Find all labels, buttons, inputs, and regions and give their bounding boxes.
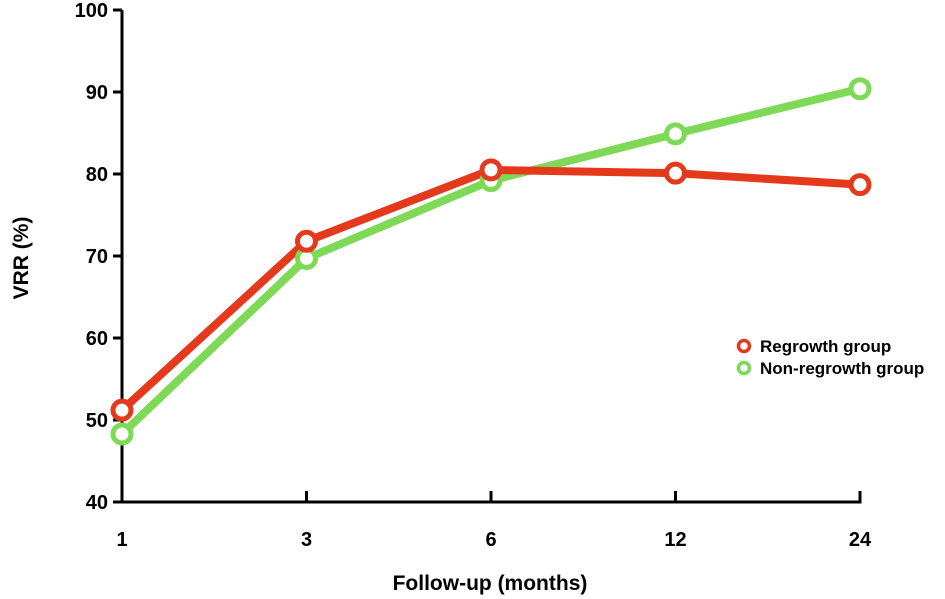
y-tick-label: 70 (86, 246, 108, 268)
axes: 40 50 60 70 80 90 100 1 3 6 12 24 (75, 0, 872, 551)
y-tick-label: 90 (86, 82, 108, 104)
y-tick-label: 40 (86, 492, 108, 514)
data-point-marker (110, 422, 134, 446)
legend-label: Regrowth group (760, 337, 891, 356)
x-tick-label: 1 (116, 529, 127, 551)
data-point-marker (664, 122, 687, 146)
data-point-marker (848, 173, 872, 197)
x-tick-label: 12 (664, 529, 686, 551)
y-tick-label: 60 (86, 328, 108, 350)
data-point-marker (479, 158, 503, 182)
legend-marker (736, 338, 752, 354)
x-tick-label: 24 (849, 529, 872, 551)
x-tick-label: 3 (301, 529, 312, 551)
series-line (118, 84, 864, 438)
legend-marker (736, 360, 752, 376)
data-point-marker (848, 77, 872, 101)
y-tick-label: 100 (75, 0, 108, 22)
series-layer (110, 77, 872, 446)
legend: Regrowth group Non-regrowth group (736, 337, 924, 378)
y-tick-label: 50 (86, 410, 108, 432)
data-point-marker (110, 398, 134, 422)
y-axis-title: VRR (%) (10, 217, 33, 300)
series-line (118, 165, 864, 415)
legend-label: Non-regrowth group (760, 359, 924, 378)
data-point-marker (295, 229, 318, 253)
x-tick-label: 6 (485, 529, 496, 551)
data-point-marker (664, 161, 687, 185)
y-tick-label: 80 (86, 164, 108, 186)
x-axis-title: Follow-up (months) (393, 572, 588, 595)
